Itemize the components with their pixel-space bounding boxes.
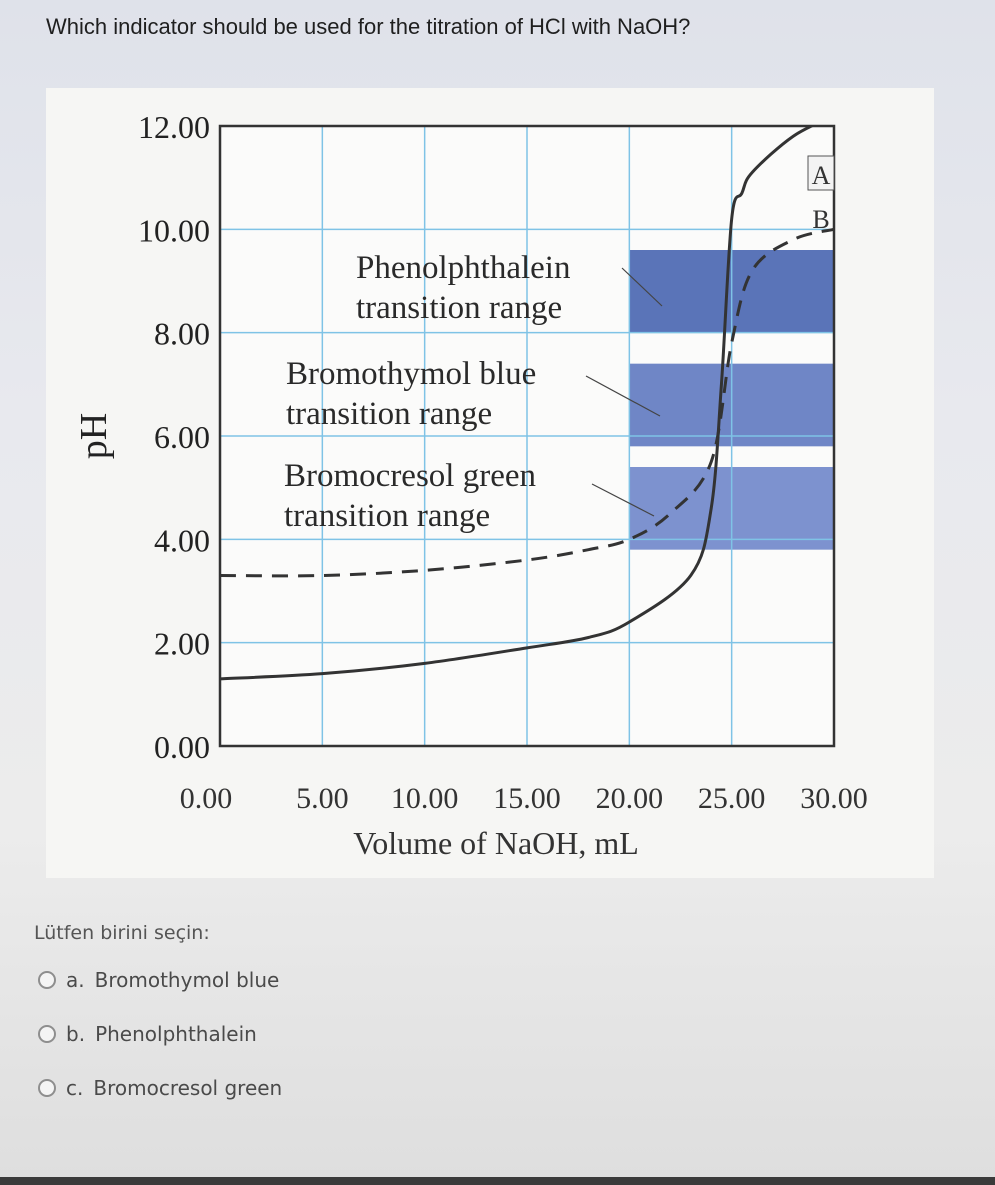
option-a-label: Bromothymol blue xyxy=(94,968,280,992)
band-1-label-line2: transition range xyxy=(286,396,492,432)
option-a-radio[interactable] xyxy=(38,971,56,989)
option-b-label: Phenolphthalein xyxy=(95,1022,257,1046)
titration-chart: A B Phenolphthalein transition range Bromoth… xyxy=(46,88,934,878)
option-a-letter: a. xyxy=(66,968,85,992)
x-tick-label: 15.00 xyxy=(493,782,561,815)
bottom-bar xyxy=(0,1177,995,1185)
x-tick-label: 5.00 xyxy=(296,782,349,815)
option-c-letter: c. xyxy=(66,1076,84,1100)
band-1-label-line1: Bromothymol blue xyxy=(286,356,536,392)
x-tick-label: 25.00 xyxy=(698,782,766,815)
y-axis-title: pH xyxy=(73,413,115,459)
leader-bromothymol xyxy=(585,375,661,417)
plot-frame xyxy=(218,124,836,748)
option-b[interactable]: b. Phenolphthalein xyxy=(38,1022,257,1046)
label-A-box xyxy=(807,155,835,191)
series-A-line xyxy=(219,114,835,681)
leader-phenolphthalein xyxy=(621,267,663,307)
y-tick-label: 10.00 xyxy=(138,212,210,248)
option-c[interactable]: c. Bromocresol green xyxy=(38,1076,282,1100)
option-b-letter: b. xyxy=(66,1022,86,1046)
question-text: Which indicator should be used for the t… xyxy=(46,14,691,39)
band-2-label-line1: Bromocresol green xyxy=(284,458,536,494)
y-tick-label: 12.00 xyxy=(138,109,210,145)
option-b-radio[interactable] xyxy=(38,1025,56,1043)
y-tick-label: 0.00 xyxy=(154,729,210,765)
y-tick-label: 8.00 xyxy=(154,316,210,352)
option-c-radio[interactable] xyxy=(38,1079,56,1097)
series-A-label: A xyxy=(812,161,831,190)
y-tick-label: 4.00 xyxy=(154,522,210,558)
chart-svg: AB Phenolphthalein transition range Bromoth… xyxy=(73,88,868,861)
x-tick-label: 10.00 xyxy=(391,782,459,815)
x-axis-title: Volume of NaOH, mL xyxy=(353,825,639,861)
y-tick-label: 2.00 xyxy=(154,626,210,662)
band-0-label-line2: transition range xyxy=(356,290,562,326)
leader-bromocresol xyxy=(591,483,655,517)
option-a[interactable]: a. Bromothymol blue xyxy=(38,968,279,992)
top-mask xyxy=(220,88,854,126)
series-B-line xyxy=(219,227,835,578)
x-tick-label: 0.00 xyxy=(180,782,233,815)
option-c-label: Bromocresol green xyxy=(93,1076,283,1100)
band-0-label-line1: Phenolphthalein xyxy=(356,250,570,286)
series-B-label: B xyxy=(812,205,829,234)
x-tick-label: 30.00 xyxy=(800,782,868,815)
choice-prompt: Lütfen birini seçin: xyxy=(34,922,210,944)
x-tick-label: 20.00 xyxy=(596,782,664,815)
band-2-label-line2: transition range xyxy=(284,498,490,534)
y-tick-label: 6.00 xyxy=(154,419,210,455)
